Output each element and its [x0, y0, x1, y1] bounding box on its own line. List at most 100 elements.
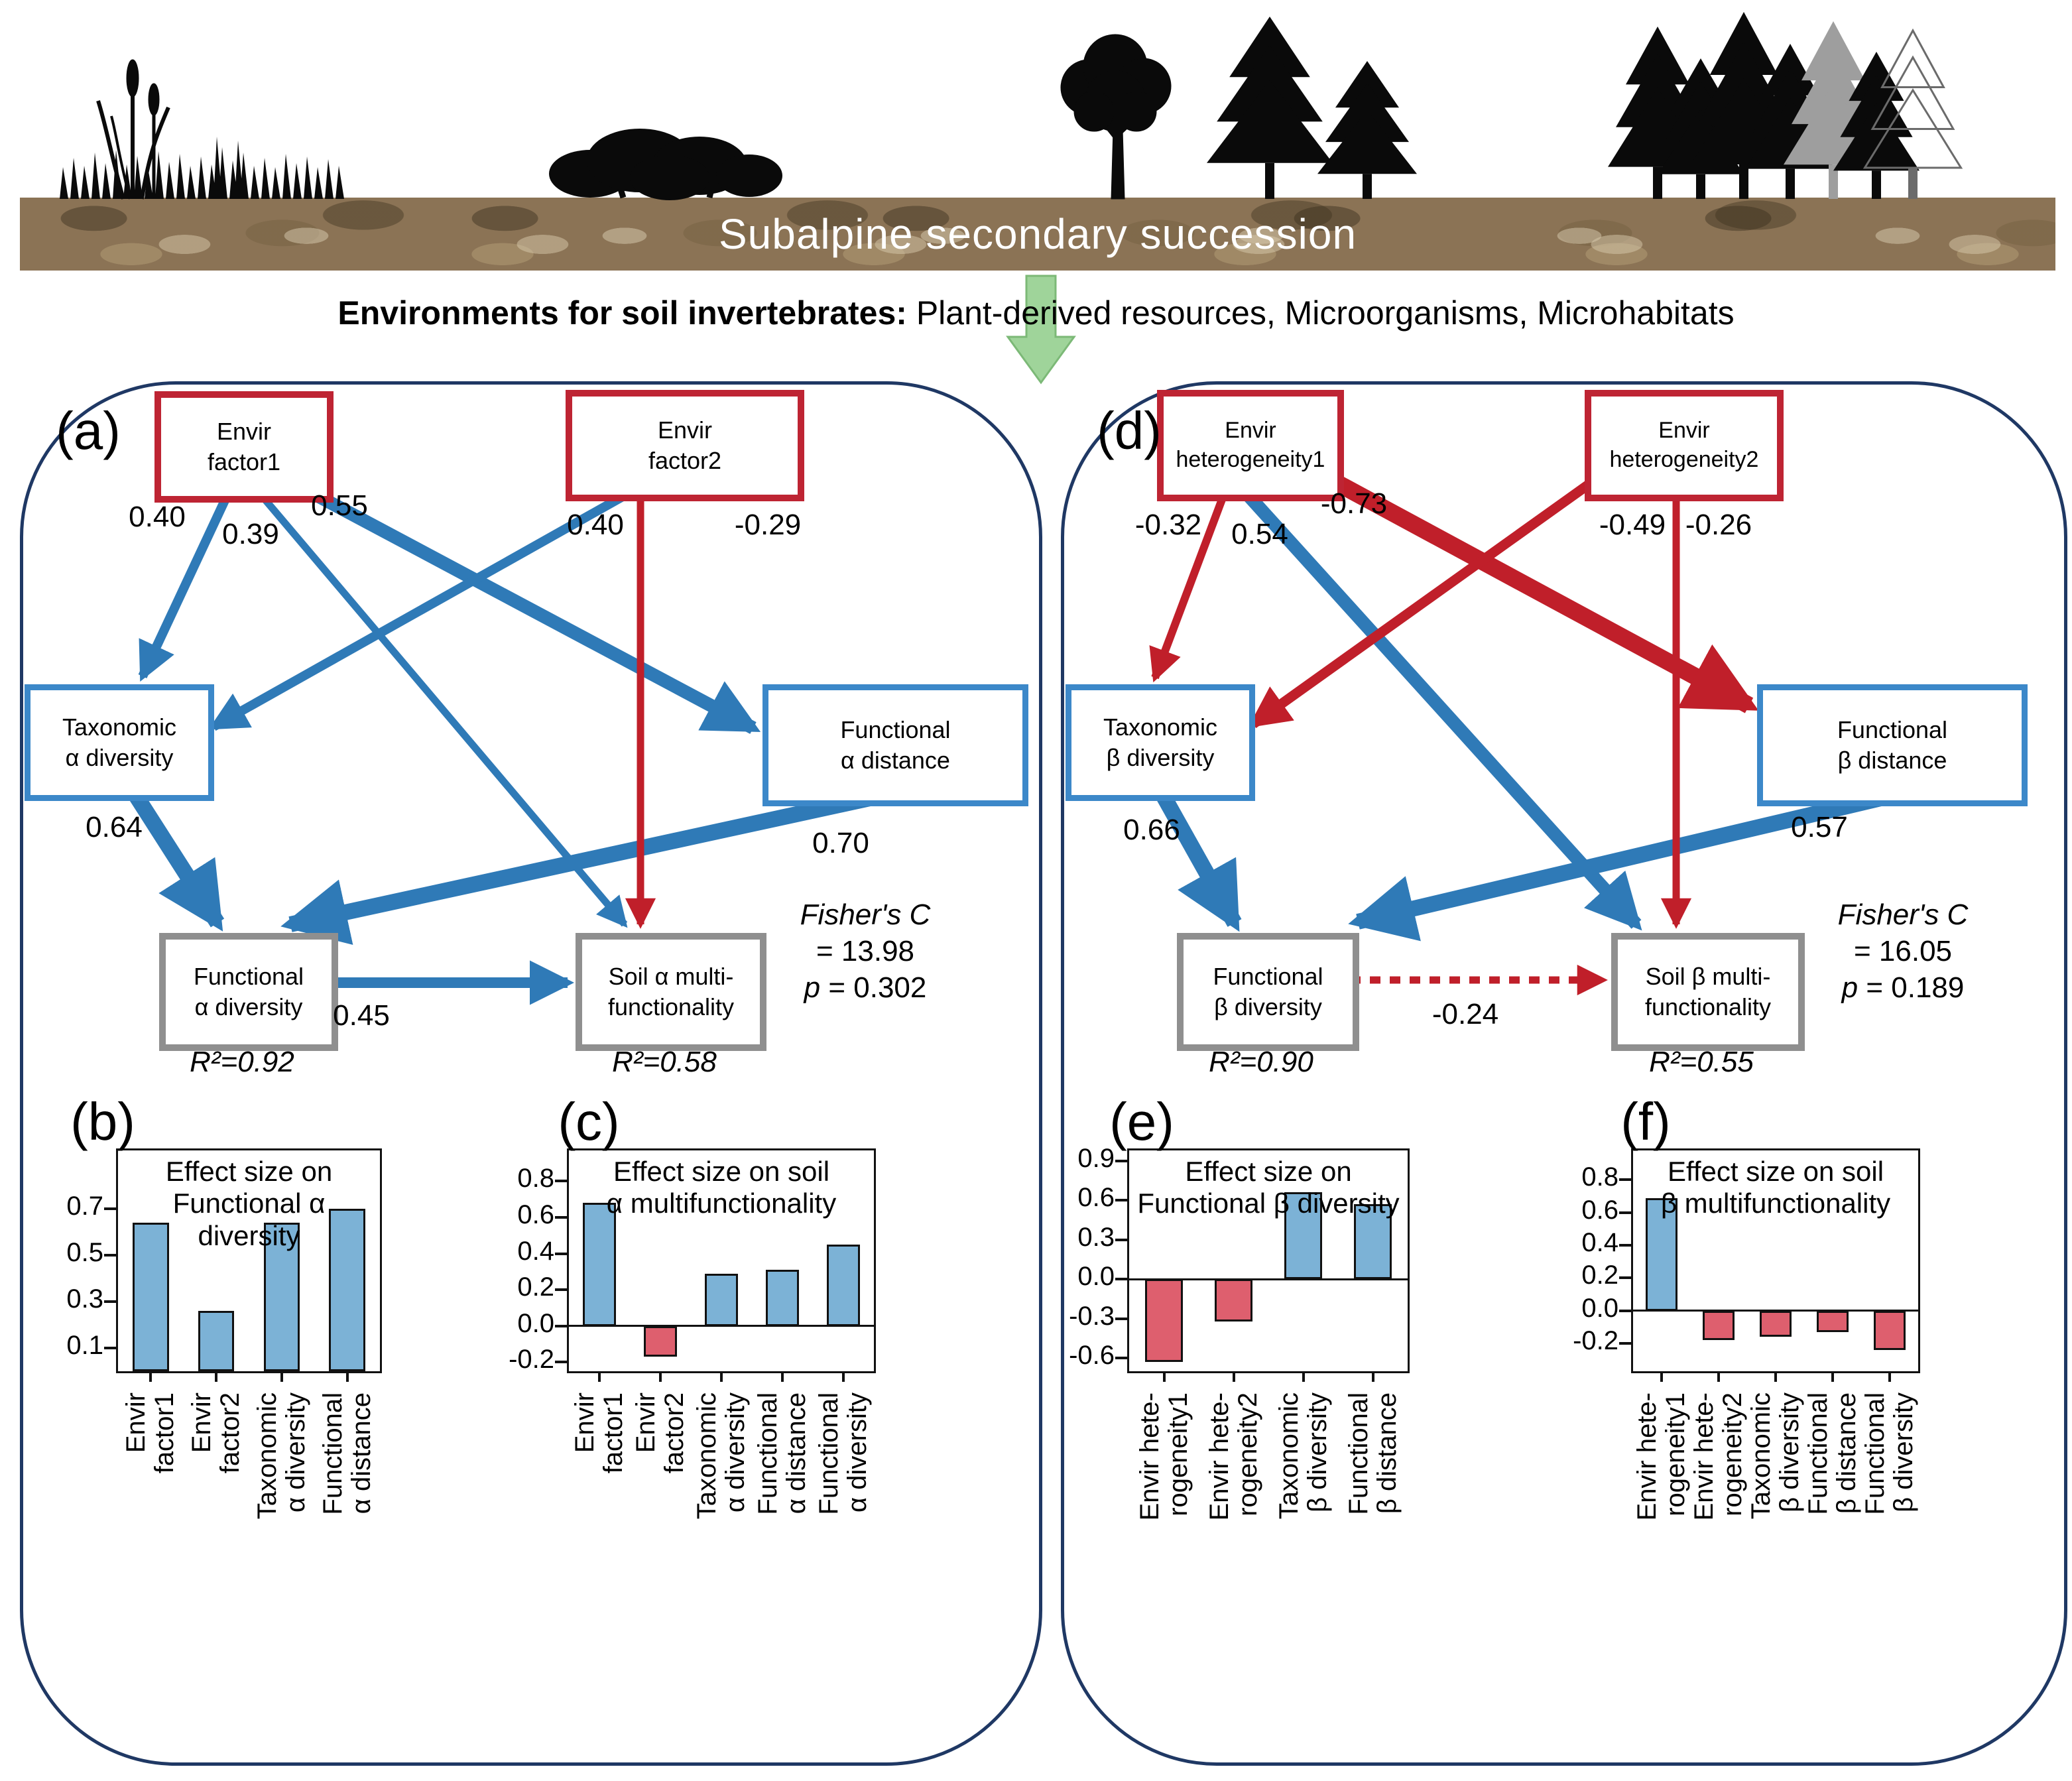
chart-effect-size-functional-alpha-diversity: Effect size on Functional α diversity 0.7 0… [66, 1148, 382, 1519]
bar-Functional-β-distance [1353, 1204, 1392, 1280]
r2-functional-beta-diversity: R²=0.90 [1209, 1046, 1313, 1078]
x-tick-mark [598, 1371, 601, 1382]
x-tick-mark [1774, 1371, 1777, 1382]
y-tick-mark [1619, 1211, 1633, 1214]
chart-title-line1: Effect size on soil [1667, 1156, 1884, 1187]
chart-title-line2: α multifunctionality [606, 1188, 837, 1219]
fisher-label-a: Fisher's C [800, 898, 931, 931]
conifer-trees-icon [1207, 12, 1963, 199]
panel-f-letter: (f) [1620, 1092, 1671, 1151]
green-down-arrow-icon [1006, 275, 1076, 385]
bar-Functional-β-diversity [1874, 1310, 1906, 1350]
y-tick-mark [555, 1215, 569, 1219]
succession-title: Subalpine secondary succession [20, 198, 2055, 271]
chart-title: Effect size on Functional β diversity [1129, 1156, 1408, 1220]
coef-f2-taxonomic: 0.40 [567, 509, 624, 541]
y-tick-mark [555, 1180, 569, 1183]
y-tick-label: 0.6 [1077, 1183, 1115, 1213]
y-tick-label: 0.2 [517, 1272, 554, 1302]
chart-effect-size-soil-beta-multifunctionality: Effect size on soil β multifunctionality 0… [1573, 1148, 1920, 1520]
coef-h2-soilB: -0.26 [1685, 509, 1752, 541]
y-tick-label: 0.4 [1581, 1228, 1618, 1258]
fit-stats-a: Fisher's C = 13.98 p = 0.302 [753, 896, 978, 1006]
sem-box-functional-beta-diversity: Functional β diversity [1177, 933, 1359, 1051]
shrubs-icon [549, 129, 782, 200]
bar-Functional-α-distance [765, 1270, 800, 1326]
r2-soil-alpha-multifunctionality: R²=0.58 [612, 1046, 717, 1078]
y-tick-label: 0.0 [517, 1308, 554, 1338]
y-tick-label: 0.3 [66, 1284, 103, 1314]
y-tick-mark [1115, 1238, 1129, 1241]
r2-soil-beta-multifunctionality: R²=0.55 [1649, 1046, 1754, 1078]
p-value-d: = 0.189 [1858, 971, 1965, 1004]
x-category-label: Functional α distance [318, 1392, 376, 1515]
fisher-value-a: = 13.98 [816, 935, 915, 967]
y-tick-label: 0.8 [1581, 1162, 1618, 1192]
sem-box-soil-alpha-multifunctionality: Soil α multi-functionality [576, 933, 766, 1051]
x-tick-mark [842, 1371, 845, 1382]
grass-icon [60, 137, 344, 199]
y-tick-mark [555, 1288, 569, 1292]
x-tick-mark [1232, 1371, 1235, 1382]
y-tick-label: -0.3 [1069, 1301, 1115, 1331]
coef-f1-taxonomic: 0.40 [129, 501, 186, 533]
zero-baseline [1129, 1278, 1408, 1280]
p-label-d: p [1841, 971, 1859, 1004]
chart-title-line1: Effect size on [1185, 1156, 1352, 1187]
panel-e-letter: (e) [1109, 1092, 1174, 1151]
bar-Envir-hete--rogeneity1 [1144, 1279, 1184, 1363]
sem-box-envir-factor1: Envir factor1 [154, 391, 334, 503]
y-tick-mark [1115, 1278, 1129, 1281]
y-tick-label: 0.5 [66, 1237, 103, 1267]
y-tick-label: -0.6 [1069, 1341, 1115, 1371]
bar-Envir-factor2 [198, 1310, 235, 1371]
y-tick-mark [1115, 1317, 1129, 1320]
fisher-label-d: Fisher's C [1837, 898, 1969, 931]
coef-funcdivB-soilB: -0.24 [1432, 998, 1499, 1030]
x-category-label: Functional β diversity [1860, 1392, 1918, 1515]
zero-baseline [569, 1325, 874, 1327]
chart-effect-size-functional-beta-diversity: Effect size on Functional β diversity 0.9 0… [1069, 1144, 1410, 1520]
bar-Functional-β-distance [1817, 1310, 1849, 1332]
y-tick-mark [104, 1346, 118, 1349]
chart-effect-size-soil-alpha-multifunctionality: Effect size on soil α multifunctionality 0… [509, 1148, 876, 1519]
environments-subtitle: Environments for soil invertebrates: Pla… [0, 294, 2072, 336]
path-h1-taxonomicB [1149, 489, 1229, 683]
y-tick-label: 0.0 [1581, 1293, 1618, 1323]
fit-stats-d: Fisher's C = 16.05 p = 0.189 [1790, 896, 2016, 1006]
x-tick-mark [345, 1371, 349, 1382]
y-tick-label: 0.0 [1077, 1262, 1115, 1292]
y-tick-label: 0.4 [517, 1236, 554, 1266]
y-tick-mark [1115, 1199, 1129, 1202]
chart-title: Effect size on Functional α diversity [118, 1156, 380, 1252]
path-f1-taxonomic [138, 490, 233, 682]
sem-box-envir-heterogeneity1: Envir heterogeneity1 [1157, 390, 1344, 501]
bar-Envir-hete--rogeneity2 [1214, 1279, 1253, 1321]
y-tick-mark [1619, 1244, 1633, 1247]
coef-h1-taxonomicB: -0.32 [1134, 509, 1202, 541]
y-tick-label: 0.2 [1581, 1260, 1618, 1290]
path-distance-funcdiv [280, 788, 884, 946]
soil-band [20, 198, 2055, 271]
x-category-label: Functional β distance [1343, 1392, 1402, 1515]
x-tick-mark [1162, 1371, 1166, 1382]
y-tick-label: 0.6 [517, 1199, 554, 1229]
subtitle-rest: Plant-derived resources, Microorganisms,… [906, 294, 1735, 332]
y-tick-mark [104, 1300, 118, 1303]
sem-box-functional-beta-distance: Functional β distance [1757, 684, 2028, 806]
x-tick-mark [1831, 1371, 1834, 1382]
y-tick-mark [104, 1253, 118, 1257]
x-tick-mark [149, 1371, 152, 1382]
p-label-a: p [804, 971, 821, 1004]
chart-title: Effect size on soil β multifunctionality [1633, 1156, 1918, 1220]
bar-Envir-factor2 [643, 1325, 678, 1357]
y-tick-label: 0.3 [1077, 1222, 1115, 1252]
bar-Taxonomic-α-diversity [263, 1222, 300, 1371]
cattail-reeds-icon [96, 59, 170, 200]
succession-vegetation-icons [60, 12, 1963, 200]
bar-Functional-α-diversity [826, 1244, 861, 1326]
coef-h1-distanceB: -0.73 [1320, 487, 1388, 520]
y-tick-label: 0.6 [1581, 1195, 1618, 1225]
coef-funcdiv-soil: 0.45 [333, 999, 390, 1032]
